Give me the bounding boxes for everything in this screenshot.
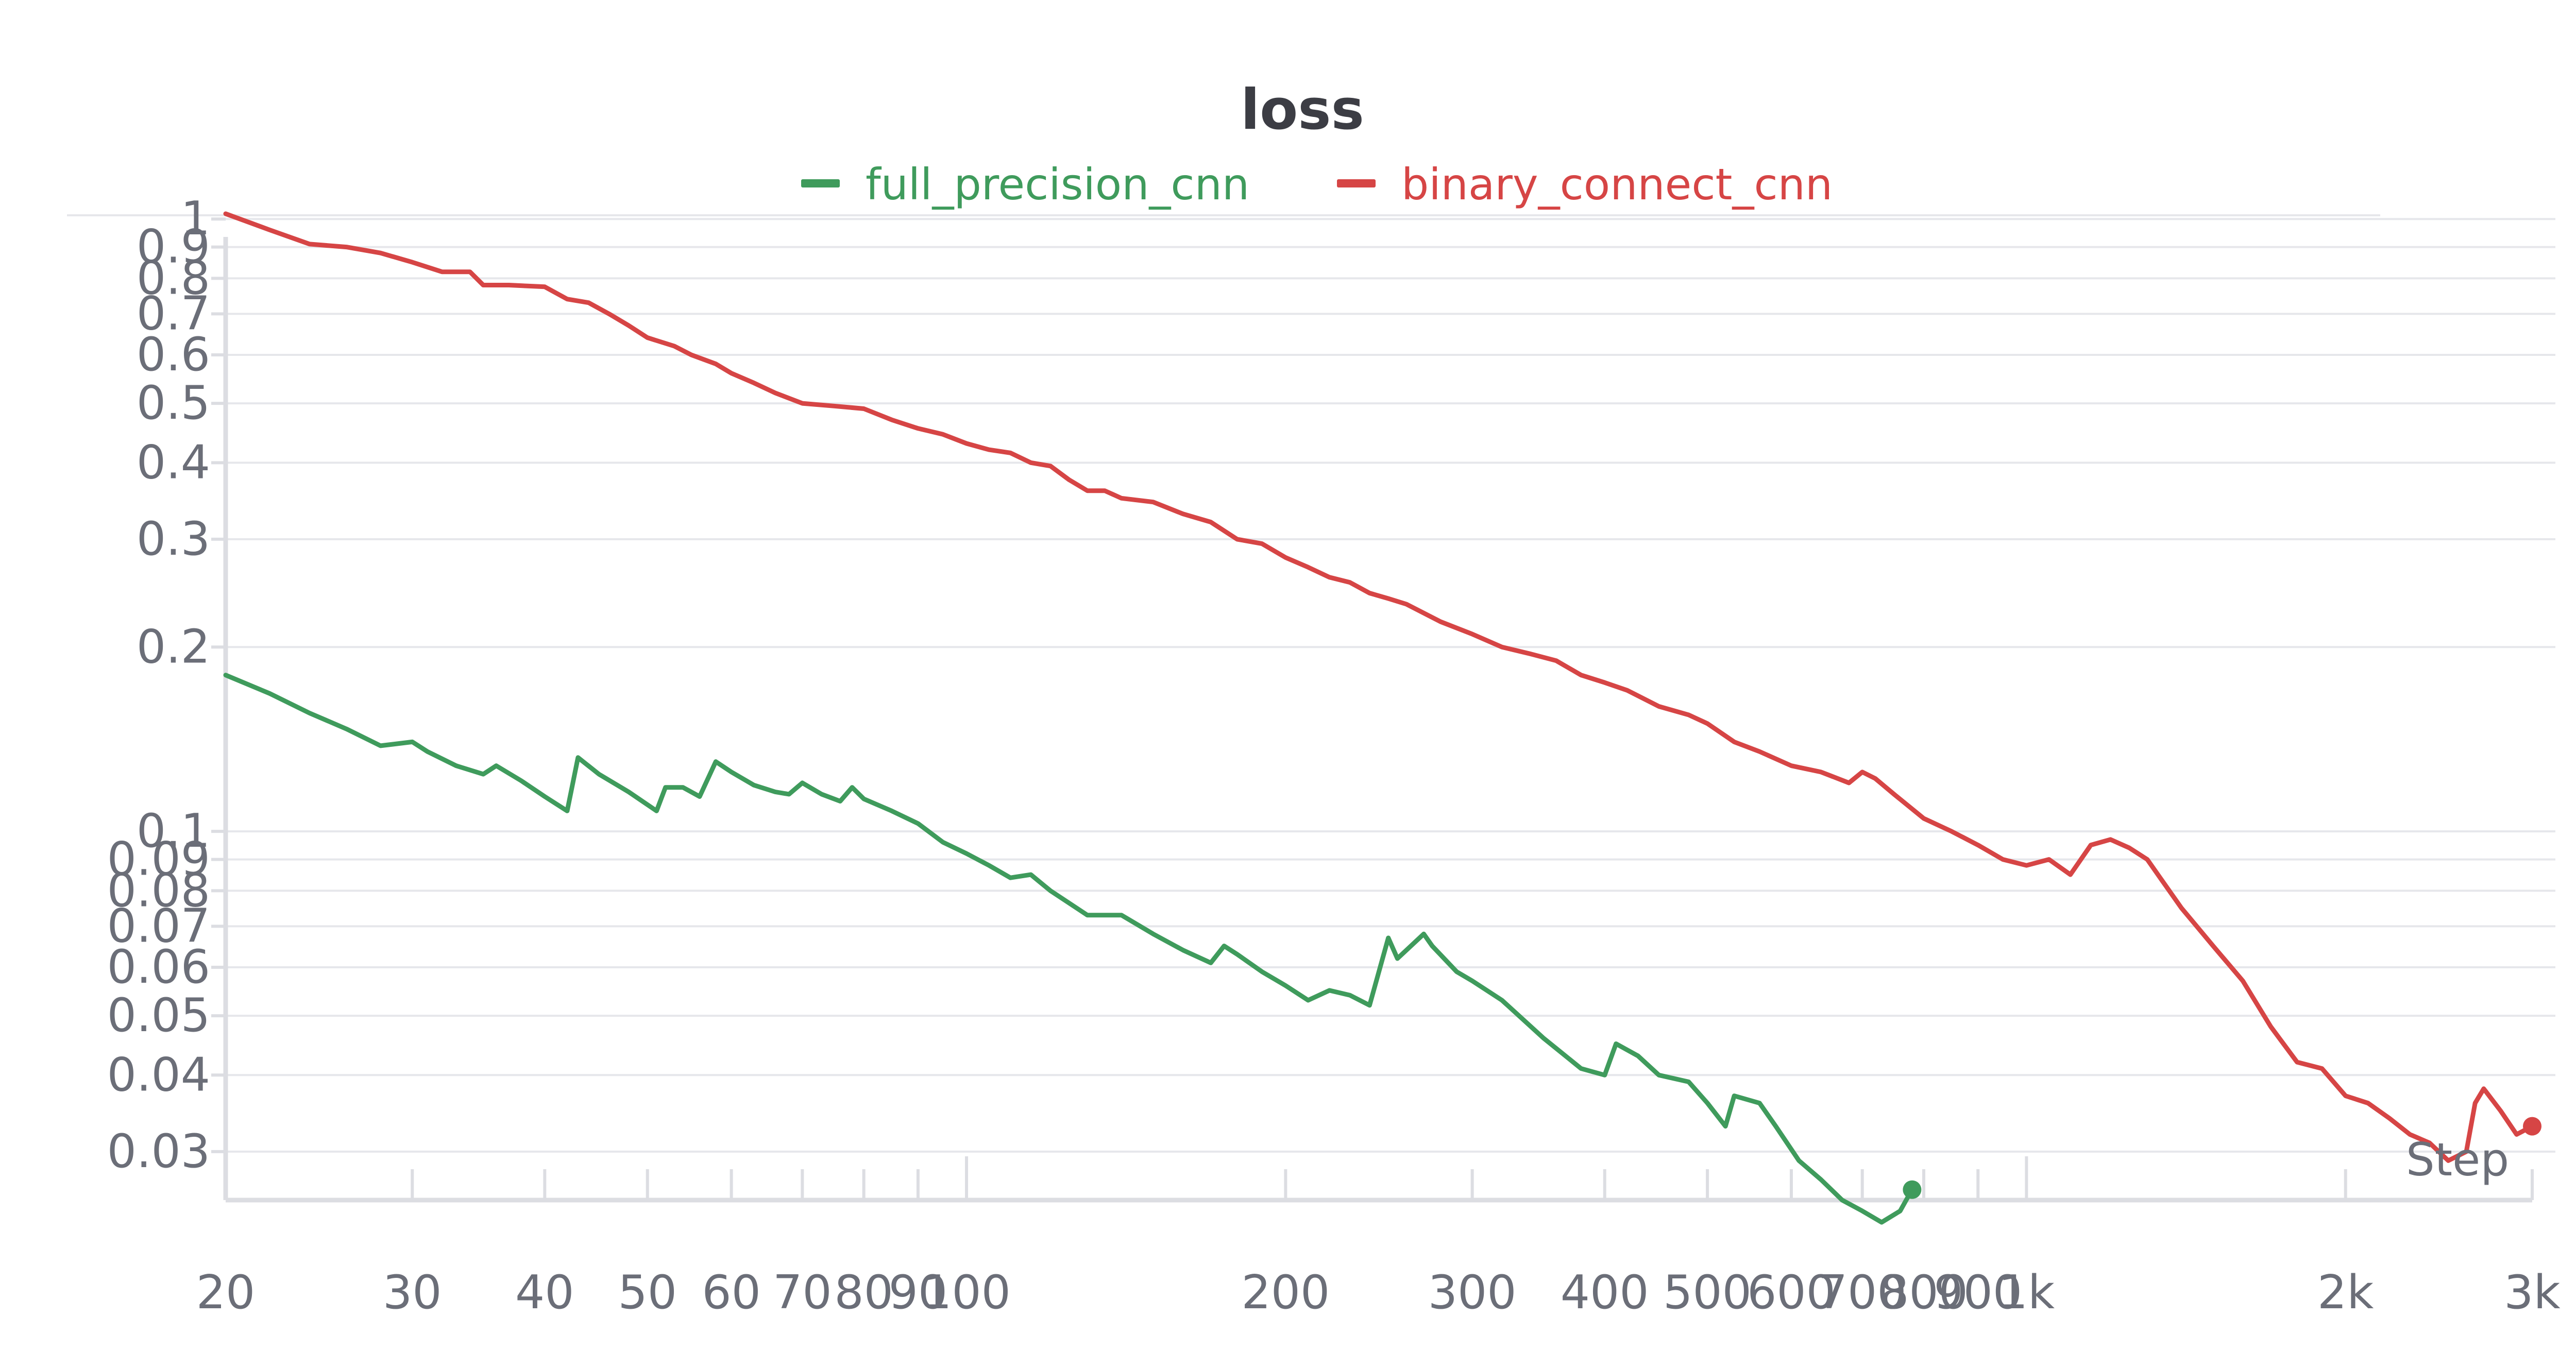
series-line-full-precision-cnn[interactable] [223,673,1914,1225]
series-endpoint-binary-connect-cnn[interactable] [2523,1117,2541,1136]
y-tick-label-0-2: 0.2 [137,620,210,674]
y-tick-label-0-09: 0.09 [107,832,210,886]
series-layer [223,211,2541,1225]
x-tick-label-70: 70 [773,1266,832,1320]
y-tick-label-0-04: 0.04 [107,1048,210,1102]
y-tick-label-0-07: 0.07 [107,899,210,953]
y-tick-label-0-7: 0.7 [137,286,210,340]
legend-item-binary-connect[interactable]: binary_connect_cnn [1337,159,1833,210]
y-tick-label-1: 1 [181,192,210,246]
y-tick-label-0-05: 0.05 [107,988,210,1042]
x-tick-label-300: 300 [1428,1266,1517,1320]
x-tick-label-3k: 3k [2504,1266,2560,1320]
x-tick-label-600: 600 [1747,1266,1836,1320]
x-tick-label-40: 40 [515,1266,574,1320]
y-tick-label-0-5: 0.5 [137,376,210,430]
x-tick-label-700: 700 [1818,1266,1907,1320]
y-tick-label-0-03: 0.03 [107,1124,210,1178]
y-tick-label-0-8: 0.8 [137,251,210,305]
x-tick-label-20: 20 [196,1266,256,1320]
legend-swatch-binary-connect [1337,179,1376,187]
y-tick-label-0-3: 0.3 [137,512,210,566]
axes [211,217,2534,1203]
x-tick-label-1k: 1k [1998,1266,2055,1320]
legend-label-binary-connect: binary_connect_cnn [1401,159,1833,210]
legend-swatch-full-precision [801,179,840,187]
series-line-binary-connect-cnn[interactable] [223,211,2535,1163]
y-tick-label-0-9: 0.9 [137,220,210,274]
x-tick-label-900: 900 [1934,1266,2022,1320]
x-tick-label-400: 400 [1561,1266,1649,1320]
x-tick-label-90: 90 [889,1266,948,1320]
x-tick-label-80: 80 [834,1266,893,1320]
x-tick-label-800: 800 [1879,1266,1968,1320]
series-endpoint-full-precision-cnn[interactable] [1903,1180,1922,1199]
y-tick-label-0-4: 0.4 [137,435,210,489]
x-tick-label-50: 50 [618,1266,677,1320]
legend-item-full-precision[interactable]: full_precision_cnn [801,159,1249,210]
x-tick-label-100: 100 [922,1266,1011,1320]
x-tick-label-200: 200 [1241,1266,1330,1320]
x-tick-label-2k: 2k [2317,1266,2374,1320]
legend: full_precision_cnn binary_connect_cnn [801,159,1833,210]
x-tick-label-60: 60 [702,1266,761,1320]
legend-label-full-precision: full_precision_cnn [866,159,1249,210]
y-tick-label-0-08: 0.08 [107,863,210,917]
grid-lines [226,218,2555,1153]
y-tick-label-0-1: 0.1 [137,804,210,858]
chart-title: loss [1241,78,1364,142]
x-axis-label: Step [2406,1133,2509,1186]
y-tick-label-0-06: 0.06 [107,940,210,994]
y-tick-labels: 10.90.80.70.60.50.4 0.3 0.2 0.10.090.080.07… [107,192,210,1178]
x-tick-label-30: 30 [383,1266,442,1320]
x-tick-label-500: 500 [1663,1266,1752,1320]
y-tick-label-0-6: 0.6 [137,328,210,382]
